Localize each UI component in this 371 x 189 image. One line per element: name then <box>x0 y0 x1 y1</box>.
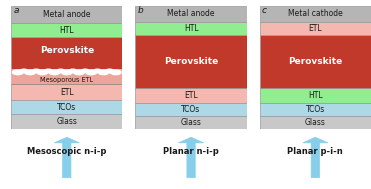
Ellipse shape <box>98 70 109 75</box>
Bar <box>11 100 122 114</box>
Text: Planar n-i-p: Planar n-i-p <box>163 147 219 156</box>
Text: Planar p-i-n: Planar p-i-n <box>288 147 343 156</box>
Text: Mesoporous ETL: Mesoporous ETL <box>40 77 93 83</box>
Ellipse shape <box>93 69 101 73</box>
Text: TCOs: TCOs <box>181 105 201 114</box>
Ellipse shape <box>74 70 84 75</box>
Bar <box>260 22 371 35</box>
Ellipse shape <box>86 70 96 75</box>
Ellipse shape <box>69 69 77 73</box>
Ellipse shape <box>106 69 114 73</box>
Text: Metal anode: Metal anode <box>43 10 91 19</box>
Ellipse shape <box>111 70 121 75</box>
Bar <box>11 23 122 37</box>
Ellipse shape <box>57 69 65 73</box>
Bar <box>135 22 247 35</box>
Ellipse shape <box>25 70 35 75</box>
Ellipse shape <box>20 69 28 73</box>
Text: Glass: Glass <box>56 117 77 126</box>
Text: TCOs: TCOs <box>57 103 76 112</box>
Text: ETL: ETL <box>60 88 73 97</box>
Text: c: c <box>262 6 267 15</box>
Bar <box>11 6 122 23</box>
Bar <box>260 6 371 22</box>
Text: ETL: ETL <box>184 91 198 100</box>
Bar <box>260 115 371 129</box>
Text: Perovskite: Perovskite <box>40 46 94 55</box>
Bar <box>260 35 371 88</box>
Bar <box>135 35 247 88</box>
Ellipse shape <box>13 70 23 75</box>
Text: HTL: HTL <box>59 26 74 35</box>
Text: Perovskite: Perovskite <box>288 57 342 66</box>
Bar <box>135 115 247 129</box>
Bar <box>11 114 122 129</box>
Bar <box>135 6 247 22</box>
Bar <box>260 88 371 102</box>
Bar <box>11 37 122 84</box>
Bar <box>11 69 122 84</box>
Text: HTL: HTL <box>308 91 323 100</box>
Text: Glass: Glass <box>181 118 201 126</box>
Ellipse shape <box>49 70 60 75</box>
Text: Glass: Glass <box>305 118 326 126</box>
Text: Metal anode: Metal anode <box>167 9 215 18</box>
Text: Metal cathode: Metal cathode <box>288 9 343 18</box>
Text: Perovskite: Perovskite <box>164 57 218 66</box>
Text: TCOs: TCOs <box>306 105 325 114</box>
Text: a: a <box>13 6 19 15</box>
Bar <box>11 84 122 100</box>
Text: Mesoscopic n-i-p: Mesoscopic n-i-p <box>27 147 106 156</box>
Ellipse shape <box>32 69 40 73</box>
Text: HTL: HTL <box>184 24 198 33</box>
Text: ETL: ETL <box>309 24 322 33</box>
Bar <box>135 102 247 115</box>
Bar <box>260 102 371 115</box>
Ellipse shape <box>62 70 72 75</box>
Bar <box>135 88 247 102</box>
Text: b: b <box>138 6 143 15</box>
Ellipse shape <box>45 69 52 73</box>
Ellipse shape <box>37 70 47 75</box>
Ellipse shape <box>81 69 89 73</box>
